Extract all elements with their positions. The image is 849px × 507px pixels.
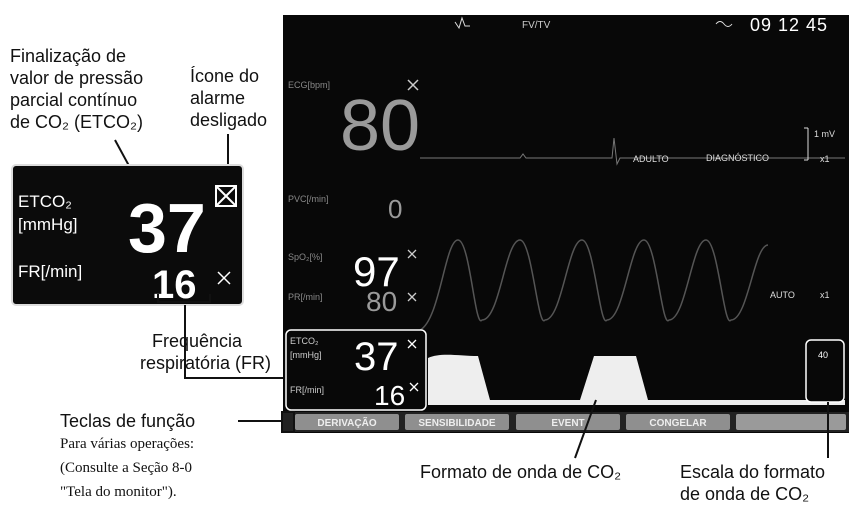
zoom-panel: ETCO₂ [mmHg] 37 FR[/min] 16 [12, 165, 243, 307]
annotation-line: Formato de onda de CO₂ [420, 462, 621, 482]
annotation-etco2: Finalização de valor de pressão parcial … [10, 46, 143, 132]
etco2-label: ETCO₂ [290, 336, 319, 346]
function-key-label: CONGELAR [649, 418, 707, 429]
function-key-label: EVENT [551, 418, 584, 429]
rhythm: FV/TV [522, 20, 551, 31]
rr-label: FR[/min] [290, 385, 324, 395]
ecg-value: 80 [340, 86, 420, 166]
annotation-line: Escala do formato [680, 462, 825, 482]
function-key[interactable] [736, 414, 846, 430]
clock: 09 12 45 [750, 15, 828, 35]
annotation-line: parcial contínuo [10, 90, 137, 110]
pvc-label: PVC[/min] [288, 194, 329, 204]
annotation-line: Ícone do [190, 66, 259, 86]
ecg-label: ECG[bpm] [288, 80, 330, 90]
ecg-gain: x1 [820, 154, 830, 164]
annotation-line: desligado [190, 110, 267, 130]
co2-scale: 40 [818, 350, 828, 360]
function-key-label: DERIVAÇÃO [317, 416, 376, 429]
annotation-line: Frequência [152, 331, 243, 351]
zoom-etco2-label: ETCO₂ [18, 192, 72, 211]
spo2-gain: x1 [820, 290, 830, 300]
annotation-line: valor de pressão [10, 68, 143, 88]
ecg-scale: 1 mV [814, 129, 835, 139]
function-key-bar: DERIVAÇÃO SENSIBILIDADE EVENT CONGELAR [283, 412, 849, 432]
function-key-label: SENSIBILIDADE [418, 418, 496, 429]
pr-value: 80 [366, 286, 397, 317]
annotation-line: respiratória (FR) [140, 353, 271, 373]
pvc-value: 0 [388, 194, 402, 224]
spo2-label: SpO₂[%] [288, 252, 323, 262]
ecg-mode: ADULTO [633, 154, 669, 164]
figure: Finalização de valor de pressão parcial … [0, 0, 849, 507]
annotation-line: alarme [190, 88, 245, 108]
annotation-alarm: Ícone do alarme desligado [190, 66, 267, 130]
annotation-title: Teclas de função [60, 411, 195, 431]
annotation-line: (Consulte a Seção 8-0 [60, 460, 192, 476]
annotation-line: Para várias operações: [60, 436, 194, 452]
zoom-etco2-unit: [mmHg] [18, 215, 78, 234]
zoom-rr-label: FR[/min] [18, 262, 82, 281]
annotation-line: "Tela do monitor"). [60, 484, 177, 500]
spo2-mode: AUTO [770, 290, 795, 300]
zoom-etco2-value: 37 [128, 189, 206, 267]
monitor-screen: FV/TV 09 12 45 ECG[bpm] 80 ADULTO DIAGNÓ… [283, 15, 849, 433]
ecg-filter: DIAGNÓSTICO [706, 153, 769, 163]
annotation-line: de CO₂ (ETCO₂) [10, 112, 143, 132]
page: Finalização de valor de pressão parcial … [0, 0, 849, 507]
etco2-value: 37 [354, 335, 399, 379]
annotation-line: Finalização de [10, 46, 126, 66]
rr-value: 16 [374, 380, 405, 411]
etco2-unit: [mmHg] [290, 350, 322, 360]
annotation-line: de onda de CO₂ [680, 484, 809, 504]
pr-label: PR[/min] [288, 292, 323, 302]
